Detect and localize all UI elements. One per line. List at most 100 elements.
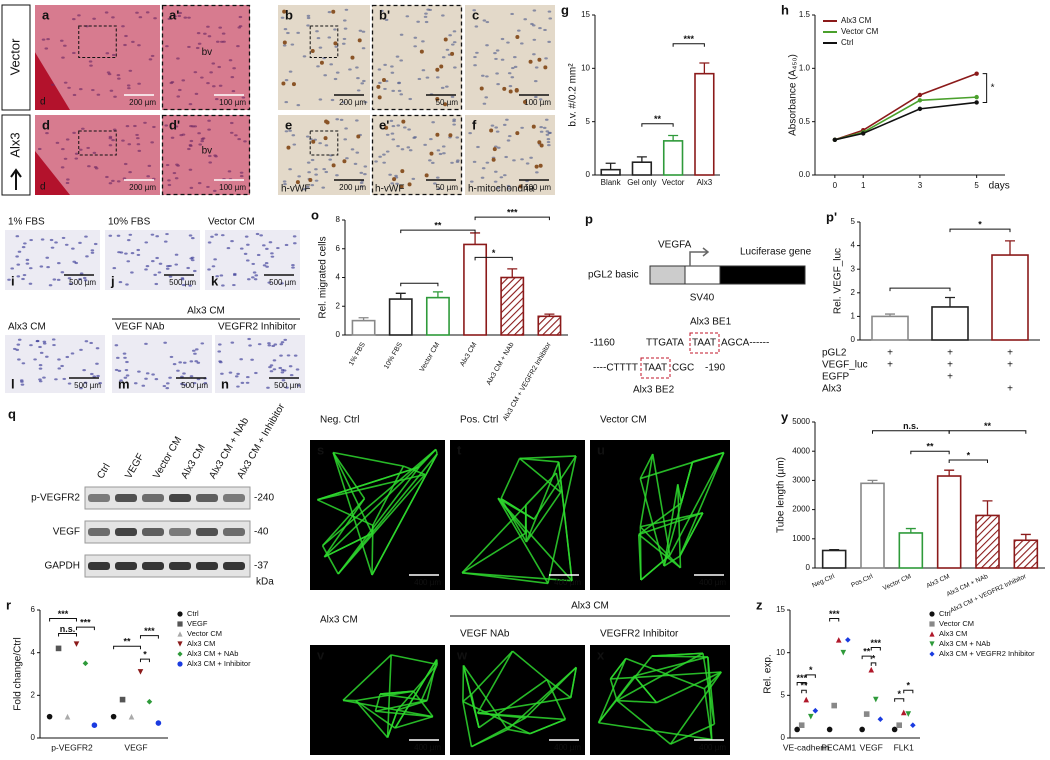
stained-cell: [439, 64, 444, 69]
nucleus: [456, 159, 460, 162]
marker: [177, 641, 183, 647]
vessel-network: [476, 650, 571, 714]
nucleus: [390, 71, 395, 74]
nucleus: [165, 382, 170, 385]
nucleus: [267, 344, 272, 347]
nucleus: [144, 342, 148, 345]
panel-letter: q: [8, 406, 16, 421]
nucleus: [187, 16, 191, 19]
nucleus: [452, 120, 456, 123]
nucleus: [230, 240, 234, 243]
legend-label: Vector CM: [939, 619, 974, 628]
nucleus: [137, 44, 141, 47]
nucleus: [182, 372, 186, 375]
nucleus: [133, 382, 138, 385]
nucleus: [512, 159, 516, 162]
nucleus: [127, 143, 132, 146]
image-caption: VEGFR2 Inhibitor: [600, 629, 679, 640]
error-bar: [395, 292, 406, 300]
nucleus: [239, 358, 243, 361]
significance-bracket: [948, 459, 988, 463]
significance-label: ***: [871, 638, 882, 648]
nucleus: [271, 344, 275, 348]
blot-row-label: GAPDH: [44, 561, 80, 572]
stained-cell: [443, 37, 448, 42]
nucleus: [374, 160, 378, 163]
panel-letter: o: [311, 207, 319, 222]
nucleus: [385, 150, 390, 153]
scale-label: 500 µm: [74, 381, 101, 390]
table-cell: +: [947, 348, 953, 359]
legend-label: Alx3 CM + VEGFR2 Inhibitor: [939, 649, 1035, 658]
nucleus: [221, 284, 225, 287]
nucleus: [52, 343, 56, 347]
nucleus: [180, 277, 185, 280]
scale-label: 100 µm: [219, 98, 246, 107]
stained-cell: [419, 49, 424, 54]
zoom-region: [78, 130, 117, 156]
zoom-region: [78, 25, 117, 58]
legend-label: Alx3 CM: [187, 639, 215, 648]
nucleus: [423, 15, 428, 18]
stained-cell: [407, 182, 412, 187]
nucleus: [490, 124, 495, 127]
significance-bracket: [474, 256, 513, 261]
nucleus: [335, 118, 340, 121]
nucleus: [407, 128, 411, 131]
nucleus: [254, 274, 259, 277]
blot-unit: kDa: [256, 577, 274, 588]
nucleus: [55, 141, 60, 144]
sequence: AGCA------: [721, 338, 769, 349]
nucleus: [389, 119, 394, 122]
nucleus: [247, 337, 251, 341]
nucleus: [122, 352, 127, 355]
nucleus: [84, 340, 89, 343]
vessel-network: [375, 700, 421, 713]
significance-bracket: [400, 229, 476, 234]
nucleus: [391, 138, 396, 141]
error-bar: [699, 62, 710, 74]
nucleus: [213, 154, 217, 157]
nucleus: [163, 341, 167, 344]
series-line: [834, 72, 977, 141]
bar: [600, 168, 621, 176]
bar: [936, 475, 962, 569]
x-tick-label: Vector: [662, 178, 685, 187]
significance-bracket: [805, 674, 816, 678]
marker: [177, 611, 183, 617]
nucleus: [360, 82, 365, 85]
nucleus: [481, 167, 486, 170]
nucleus: [111, 179, 115, 183]
motif-box: [640, 357, 671, 379]
image-caption: VEGF NAb: [460, 629, 510, 640]
nucleus: [474, 25, 479, 28]
lane-label: Alx3 CM: [179, 443, 207, 481]
nucleus: [452, 123, 456, 126]
point: [974, 71, 979, 76]
stained-cell: [286, 145, 291, 150]
nucleus: [82, 276, 87, 280]
nucleus: [189, 360, 194, 363]
nucleus: [328, 158, 332, 161]
nucleus: [126, 260, 131, 263]
nucleus: [136, 253, 141, 257]
nucleus: [108, 234, 113, 237]
stained-cell: [531, 124, 536, 129]
nucleus: [150, 54, 155, 58]
nucleus: [399, 33, 404, 36]
significance-bracket: [903, 689, 914, 694]
marker: [794, 726, 800, 733]
nucleus: [165, 387, 170, 390]
nucleus: [440, 86, 445, 89]
nucleus: [482, 102, 487, 105]
nucleus: [355, 119, 359, 122]
nucleus: [363, 173, 367, 176]
nucleus: [72, 17, 76, 21]
nucleus: [126, 238, 131, 242]
nucleus: [195, 348, 199, 351]
nucleus: [310, 158, 315, 162]
y-tick-label: 15: [581, 10, 590, 19]
stained-cell: [448, 133, 453, 138]
blot-band: [88, 494, 110, 502]
nucleus: [17, 358, 21, 361]
